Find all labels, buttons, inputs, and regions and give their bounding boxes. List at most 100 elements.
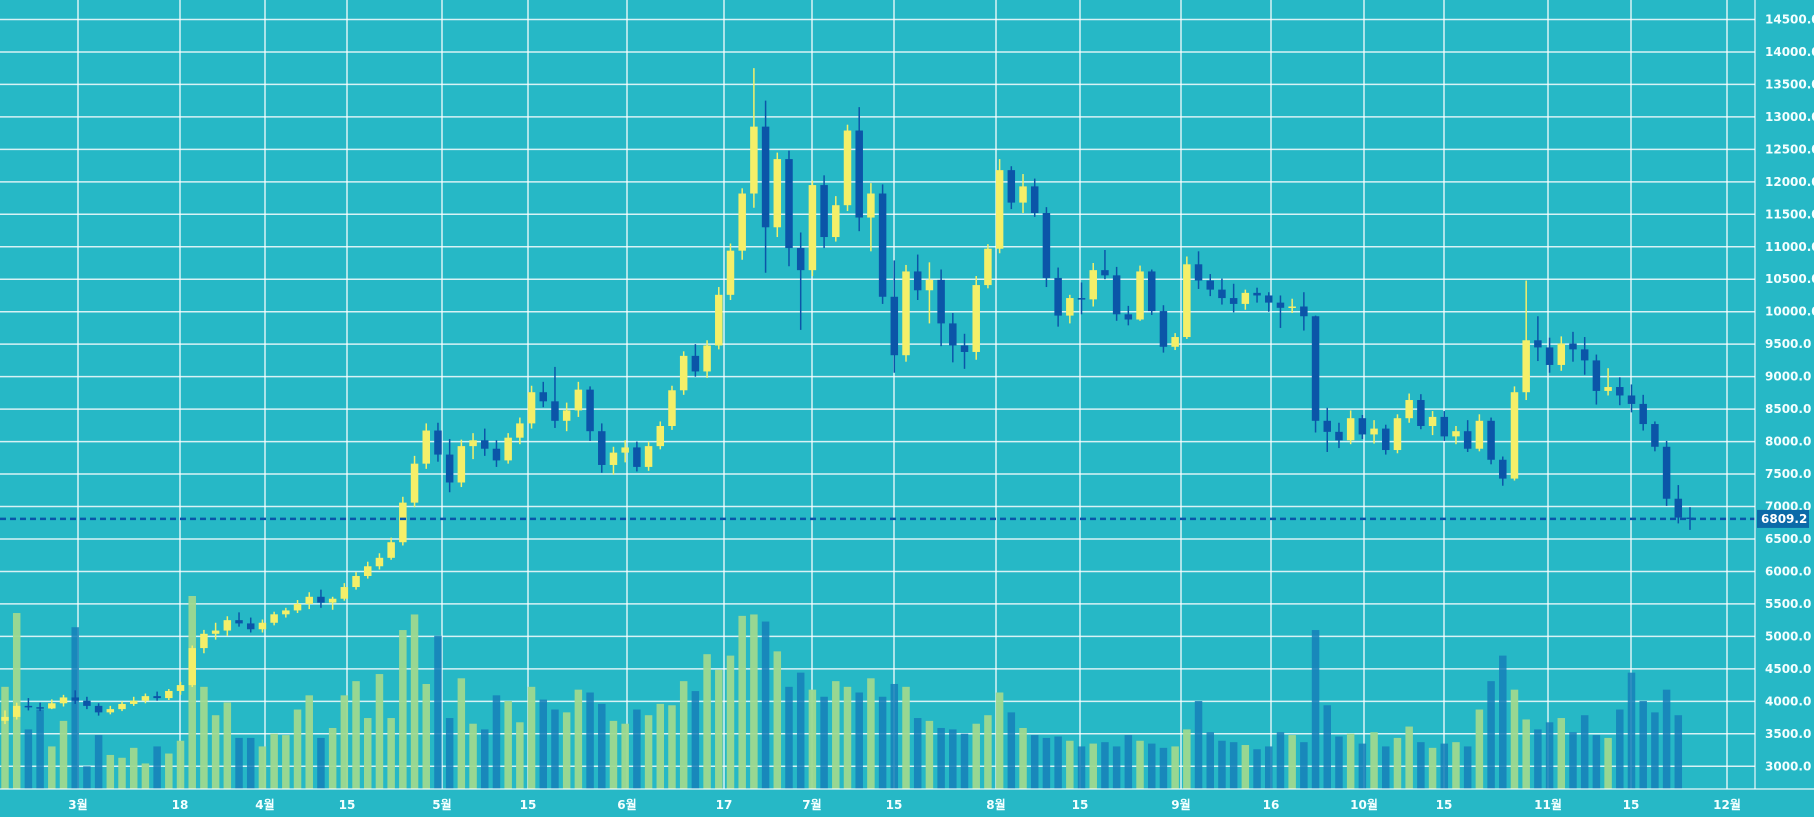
volume-bar-110 bbox=[1288, 735, 1295, 789]
volume-bar-26 bbox=[305, 695, 312, 789]
candle-body-87 bbox=[1019, 186, 1026, 202]
candle-body-120 bbox=[1405, 400, 1412, 418]
candle-body-115 bbox=[1347, 418, 1354, 440]
volume-bar-136 bbox=[1593, 735, 1600, 789]
candle-body-20 bbox=[235, 620, 242, 623]
candle-body-7 bbox=[83, 701, 90, 706]
volume-bar-131 bbox=[1534, 729, 1541, 789]
candle-body-128 bbox=[1499, 460, 1506, 479]
candle-body-5 bbox=[60, 697, 67, 703]
volume-bar-7 bbox=[83, 766, 90, 789]
volume-bar-68 bbox=[797, 673, 804, 789]
volume-bar-130 bbox=[1522, 719, 1529, 789]
volume-bar-95 bbox=[1113, 746, 1120, 789]
volume-bar-6 bbox=[71, 627, 78, 789]
volume-bar-84 bbox=[984, 715, 991, 789]
x-tick-label-17: 15 bbox=[1623, 798, 1640, 812]
volume-bar-18 bbox=[212, 715, 219, 789]
volume-bar-137 bbox=[1604, 738, 1611, 789]
volume-bar-105 bbox=[1230, 742, 1237, 789]
candle-body-117 bbox=[1370, 429, 1377, 435]
candle-body-111 bbox=[1300, 307, 1307, 317]
candle-body-136 bbox=[1593, 360, 1600, 391]
candle-body-66 bbox=[774, 159, 781, 227]
volume-bar-74 bbox=[867, 678, 874, 789]
volume-bar-5 bbox=[60, 721, 67, 789]
x-tick-label-7: 17 bbox=[716, 798, 733, 812]
candle-body-50 bbox=[586, 390, 593, 432]
candle-body-105 bbox=[1230, 298, 1237, 304]
candle-body-64 bbox=[750, 127, 757, 194]
candle-body-4 bbox=[48, 703, 55, 708]
volume-bar-49 bbox=[575, 690, 582, 789]
candle-body-80 bbox=[937, 280, 944, 324]
volume-bar-83 bbox=[972, 724, 979, 789]
volume-bar-94 bbox=[1101, 742, 1108, 789]
candle-body-15 bbox=[177, 685, 184, 691]
volume-bar-133 bbox=[1558, 718, 1565, 789]
volume-bar-78 bbox=[914, 718, 921, 789]
candle-body-78 bbox=[914, 271, 921, 290]
candle-body-141 bbox=[1651, 424, 1658, 447]
candle-body-106 bbox=[1242, 293, 1249, 304]
candle-body-38 bbox=[446, 455, 453, 483]
candle-body-137 bbox=[1604, 387, 1611, 391]
volume-bar-66 bbox=[774, 651, 781, 789]
candle-body-122 bbox=[1429, 417, 1436, 426]
candle-body-23 bbox=[270, 614, 277, 622]
candle-body-39 bbox=[458, 446, 465, 482]
candle-body-32 bbox=[376, 558, 383, 566]
volume-bar-128 bbox=[1499, 656, 1506, 789]
candle-body-3 bbox=[36, 707, 43, 709]
volume-bar-52 bbox=[610, 721, 617, 789]
volume-bar-59 bbox=[692, 691, 699, 789]
volume-bar-140 bbox=[1639, 701, 1646, 789]
volume-bar-35 bbox=[411, 614, 418, 789]
volume-bar-32 bbox=[376, 674, 383, 789]
candle-body-0 bbox=[1, 717, 8, 721]
candle-body-55 bbox=[645, 446, 652, 467]
candle-body-54 bbox=[633, 447, 640, 466]
volume-bar-56 bbox=[657, 704, 664, 789]
volume-bar-124 bbox=[1452, 742, 1459, 789]
candle-body-63 bbox=[738, 194, 745, 251]
candle-body-133 bbox=[1558, 344, 1565, 365]
volume-bar-27 bbox=[317, 738, 324, 789]
candle-body-109 bbox=[1277, 303, 1284, 308]
candle-body-83 bbox=[972, 285, 979, 352]
candle-body-46 bbox=[540, 392, 547, 401]
y-tick-label-21: 4000.0 bbox=[1765, 694, 1811, 708]
candle-body-10 bbox=[118, 704, 125, 709]
volume-bar-139 bbox=[1628, 673, 1635, 789]
y-tick-label-6: 11500.0 bbox=[1765, 207, 1814, 221]
candle-body-96 bbox=[1125, 314, 1132, 319]
candle-body-72 bbox=[844, 131, 851, 206]
volume-bar-22 bbox=[259, 746, 266, 789]
candle-body-65 bbox=[762, 127, 769, 228]
volume-bar-91 bbox=[1066, 741, 1073, 789]
candle-body-102 bbox=[1195, 264, 1202, 280]
volume-bar-81 bbox=[949, 729, 956, 789]
candle-body-110 bbox=[1288, 307, 1295, 309]
y-tick-label-22: 3500.0 bbox=[1765, 727, 1811, 741]
candle-body-9 bbox=[107, 709, 114, 712]
volume-bar-101 bbox=[1183, 729, 1190, 789]
candle-body-16 bbox=[188, 648, 195, 685]
candle-body-113 bbox=[1324, 421, 1331, 432]
candle-body-81 bbox=[949, 323, 956, 345]
y-tick-label-20: 4500.0 bbox=[1765, 662, 1811, 676]
x-tick-label-9: 15 bbox=[886, 798, 903, 812]
volume-bar-141 bbox=[1651, 712, 1658, 789]
volume-bar-16 bbox=[188, 596, 195, 789]
volume-bar-60 bbox=[703, 654, 710, 789]
y-tick-label-17: 6000.0 bbox=[1765, 564, 1811, 578]
volume-bar-103 bbox=[1206, 732, 1213, 789]
volume-bar-132 bbox=[1546, 722, 1553, 789]
volume-bar-11 bbox=[130, 748, 137, 789]
candle-body-35 bbox=[411, 464, 418, 503]
candle-body-127 bbox=[1487, 421, 1494, 460]
volume-bar-39 bbox=[458, 678, 465, 789]
volume-bar-107 bbox=[1253, 749, 1260, 789]
candle-body-126 bbox=[1476, 421, 1483, 449]
candle-body-8 bbox=[95, 706, 102, 712]
